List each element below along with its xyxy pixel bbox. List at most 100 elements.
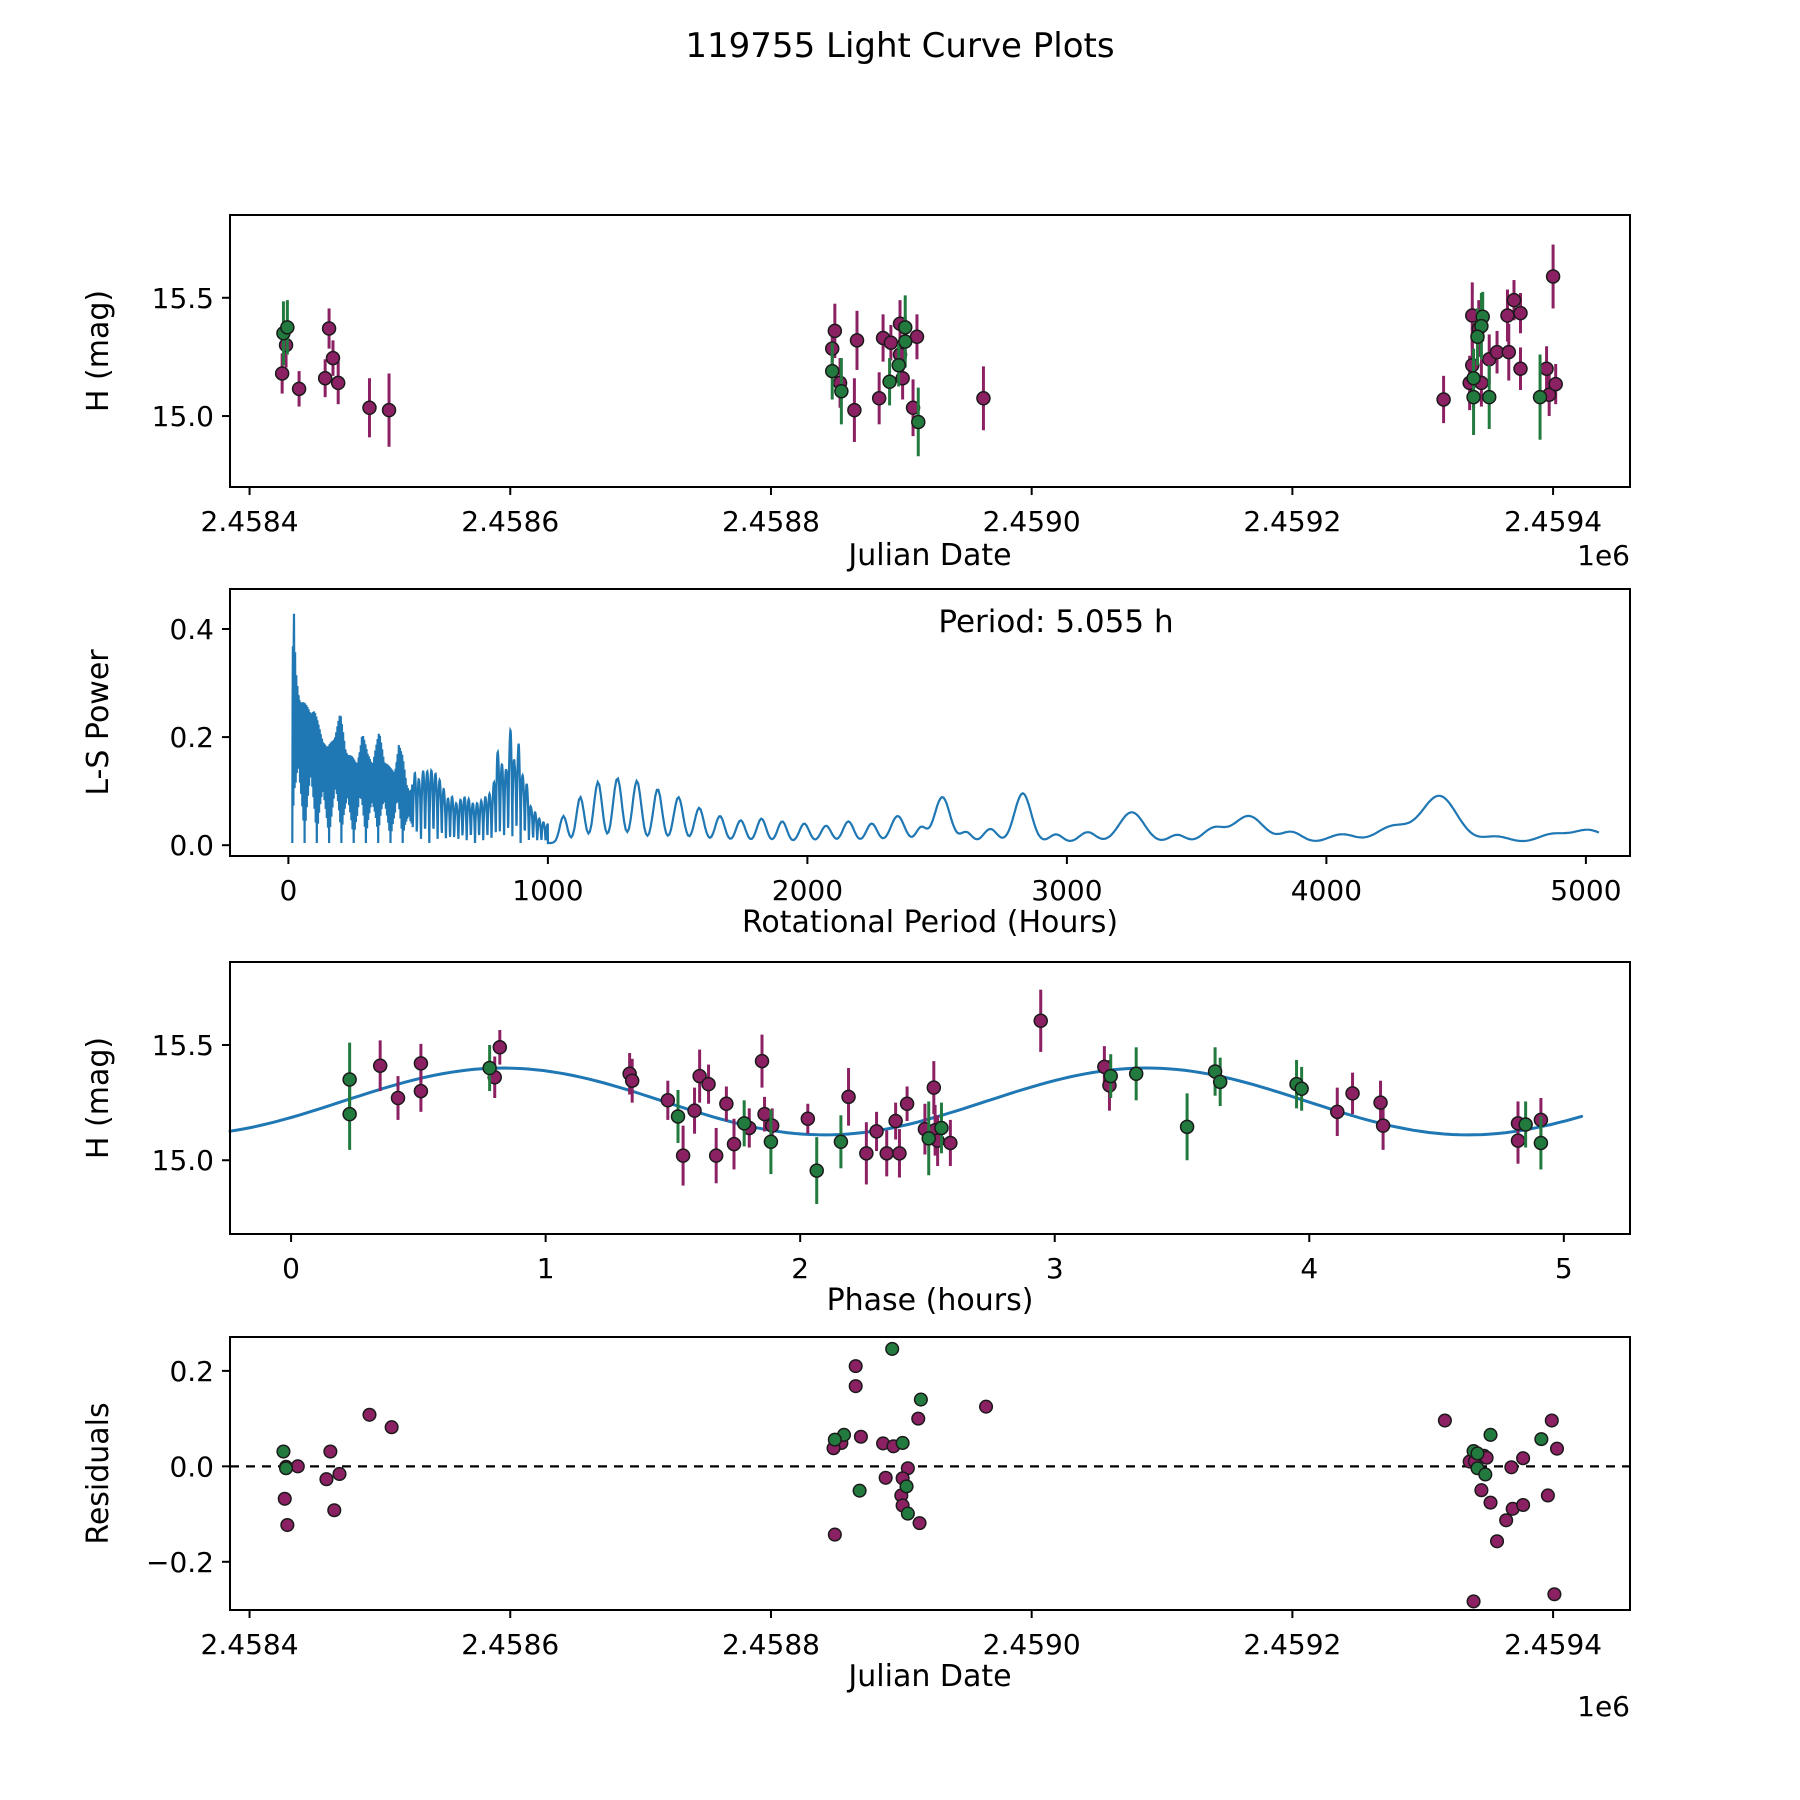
data-point [670, 1109, 686, 1124]
axes-residuals: 2.4584 2.4586 2.4588 2.4590 2.4592 2.4594 −0.2… [81, 1336, 1631, 1723]
data-point [934, 1120, 949, 1136]
x-tick-label: 2.4584 [201, 1628, 299, 1661]
data-point [317, 370, 333, 386]
x-tick-label: 5 [1555, 1252, 1573, 1285]
data-point [1330, 1104, 1345, 1120]
data-point [482, 1060, 497, 1076]
x-tick-label: 2.4586 [461, 1628, 559, 1661]
axes-phase-curve: 0 1 2 3 4 5 15.0 15.5 Phase (hours) H (mag) [81, 961, 1631, 1318]
data-point [362, 1407, 377, 1422]
data-point [897, 334, 913, 349]
x-tick-label: 2 [791, 1252, 809, 1285]
data-point [381, 402, 397, 418]
data-point [1504, 1460, 1519, 1475]
y-tick-label: 15.5 [152, 282, 214, 315]
data-point [911, 414, 926, 430]
y-tick-label: 0.0 [169, 829, 214, 862]
data-point [859, 1146, 874, 1161]
data-point [1466, 1594, 1481, 1609]
x-tick-label: 3 [1046, 1252, 1064, 1285]
data-point [413, 1056, 429, 1071]
data-point [878, 1470, 893, 1485]
data-point [1534, 1432, 1549, 1447]
data-point [1544, 1413, 1559, 1428]
data-point [891, 357, 906, 373]
data-point [692, 1068, 707, 1084]
data-point [1437, 1413, 1452, 1428]
data-point [342, 1072, 357, 1087]
data-point [841, 1089, 856, 1105]
series-phased-purple [372, 989, 1549, 1186]
series-residuals-green [276, 1341, 1549, 1521]
data-point [899, 1479, 914, 1494]
data-point [871, 391, 887, 406]
data-point [362, 400, 377, 416]
data-point [1470, 329, 1485, 345]
data-point [1540, 1488, 1555, 1503]
x-tick-label: 2.4590 [983, 1628, 1081, 1661]
data-point [330, 375, 346, 391]
data-point [1489, 1534, 1505, 1549]
data-point [280, 1517, 295, 1533]
x-tick-label: 2000 [772, 874, 843, 907]
data-point [869, 1124, 884, 1139]
data-point [1501, 344, 1517, 360]
y-tick-label: 0.2 [169, 1355, 214, 1388]
axes-spines [229, 1336, 1631, 1611]
data-point [1373, 1095, 1388, 1110]
data-point [719, 1096, 734, 1112]
data-point [848, 1359, 863, 1374]
data-point [280, 320, 295, 335]
x-tick-label: 3000 [1031, 874, 1102, 907]
data-point [899, 1096, 915, 1112]
figure-title: 119755 Light Curve Plots [685, 26, 1115, 66]
data-point [372, 1058, 388, 1073]
series-observations-green [276, 291, 1548, 457]
data-point [834, 383, 849, 399]
x-tick-label: 2.4594 [1504, 1628, 1602, 1661]
data-point [319, 1472, 334, 1487]
data-point [687, 1103, 702, 1118]
data-point [1128, 1066, 1144, 1082]
data-point [926, 1080, 942, 1095]
data-point [321, 321, 337, 336]
axes-periodogram: Period: 5.055 h 0 1000 2000 3000 4000 5000 0.0 0… [81, 588, 1631, 940]
data-point [763, 1134, 779, 1150]
x-tick-label: 0 [279, 874, 297, 907]
y-axis-label: H (mag) [81, 290, 116, 412]
data-point [384, 1420, 399, 1435]
data-point [274, 366, 290, 381]
x-tick-label: 1 [537, 1252, 555, 1285]
x-tick-label: 2.4594 [1504, 505, 1602, 538]
data-point [1474, 1483, 1489, 1498]
data-point [833, 1134, 849, 1150]
data-point [1532, 389, 1548, 405]
x-tick-label: 2.4584 [201, 505, 299, 538]
data-point [1294, 1081, 1309, 1097]
data-point [276, 1444, 291, 1459]
data-point [675, 1148, 691, 1163]
data-point [979, 1399, 994, 1414]
data-point [1499, 1513, 1514, 1528]
data-point [883, 335, 899, 350]
data-point [1545, 269, 1561, 284]
y-tick-label: 15.0 [152, 400, 214, 433]
data-point [827, 323, 843, 339]
data-point [1466, 370, 1481, 386]
data-point [853, 1429, 868, 1444]
x-axis-label: Julian Date [846, 538, 1011, 573]
axes-jd-lightcurve: 2.4584 2.4586 2.4588 2.4590 2.4592 2.4594 15.0… [81, 214, 1631, 573]
period-annotation: Period: 5.055 h [938, 604, 1173, 640]
y-tick-label: 0.4 [169, 613, 214, 646]
data-point [848, 1379, 863, 1394]
data-point [809, 1163, 824, 1178]
data-point [827, 1432, 842, 1447]
data-point [1548, 376, 1563, 392]
data-point [1539, 361, 1554, 376]
y-axis-label: L-S Power [81, 649, 116, 796]
data-point [323, 1444, 338, 1459]
data-point [277, 1491, 292, 1506]
data-point [827, 1527, 842, 1542]
